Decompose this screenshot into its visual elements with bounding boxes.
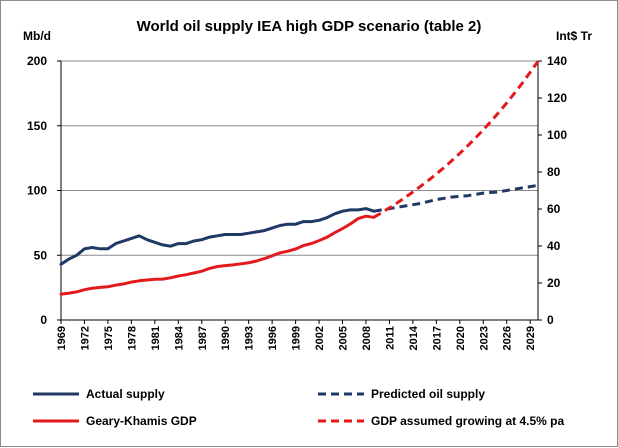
- left-axis-unit: Mb/d: [23, 29, 51, 43]
- series-line-2: [373, 183, 539, 213]
- x-tick-label: 1987: [197, 326, 209, 350]
- x-tick-label: 1969: [56, 326, 68, 350]
- x-tick-label: 2002: [314, 326, 326, 350]
- left-tick-label: 0: [40, 313, 47, 327]
- chart-title: World oil supply IEA high GDP scenario (…: [137, 18, 482, 35]
- right-tick-label: 60: [547, 202, 561, 216]
- x-tick-label: 1990: [220, 326, 232, 350]
- x-tick-label: 2023: [478, 326, 490, 350]
- x-tick-label: 2020: [455, 326, 467, 350]
- legend: Actual supply Predicted oil supply Geary-K…: [33, 387, 564, 428]
- x-tick-label: 2026: [502, 326, 514, 350]
- x-axis-ticks: 1969 1972 1975 1978 1981 1984 1987 1990 1993 1996…: [56, 320, 537, 350]
- x-tick-label: 2014: [408, 325, 420, 350]
- left-axis-ticks: 0 50 100 150 200: [27, 54, 61, 327]
- x-tick-label: 2029: [525, 326, 537, 350]
- legend-label: GDP assumed growing at 4.5% pa: [371, 414, 564, 428]
- right-tick-label: 120: [547, 91, 567, 105]
- right-tick-label: 20: [547, 276, 561, 290]
- x-tick-label: 2011: [384, 326, 396, 350]
- x-tick-label: 2017: [431, 326, 443, 350]
- x-tick-label: 1981: [150, 326, 162, 350]
- series-layer: [59, 60, 540, 296]
- right-tick-label: 140: [547, 54, 567, 68]
- right-tick-label: 40: [547, 239, 561, 253]
- gridlines: [61, 60, 538, 256]
- x-tick-label: 1984: [173, 325, 185, 350]
- x-tick-label: 1999: [291, 326, 303, 350]
- legend-label: Actual supply: [86, 387, 165, 401]
- x-tick-label: 2005: [338, 326, 350, 350]
- x-tick-label: 1996: [267, 326, 279, 350]
- x-tick-label: 2008: [361, 326, 373, 350]
- series-line-1: [59, 207, 376, 266]
- x-tick-label: 1972: [79, 326, 91, 350]
- series-line-3: [59, 214, 376, 296]
- left-tick-label: 200: [27, 54, 47, 68]
- right-axis-unit: Int$ Tr: [556, 29, 592, 43]
- right-tick-label: 100: [547, 128, 567, 142]
- x-tick-label: 1978: [126, 326, 138, 350]
- left-tick-label: 50: [34, 248, 48, 262]
- left-tick-label: 100: [27, 184, 47, 198]
- legend-label: Predicted oil supply: [371, 387, 485, 401]
- x-tick-label: 1993: [244, 326, 256, 350]
- right-tick-label: 0: [547, 313, 554, 327]
- left-tick-label: 150: [27, 119, 47, 133]
- legend-label: Geary-Khamis GDP: [86, 414, 197, 428]
- series-line-4: [373, 60, 540, 219]
- right-tick-label: 80: [547, 165, 561, 179]
- x-tick-label: 1975: [103, 326, 115, 350]
- right-axis-ticks: 0 20 40 60 80 100 120 140: [538, 54, 567, 327]
